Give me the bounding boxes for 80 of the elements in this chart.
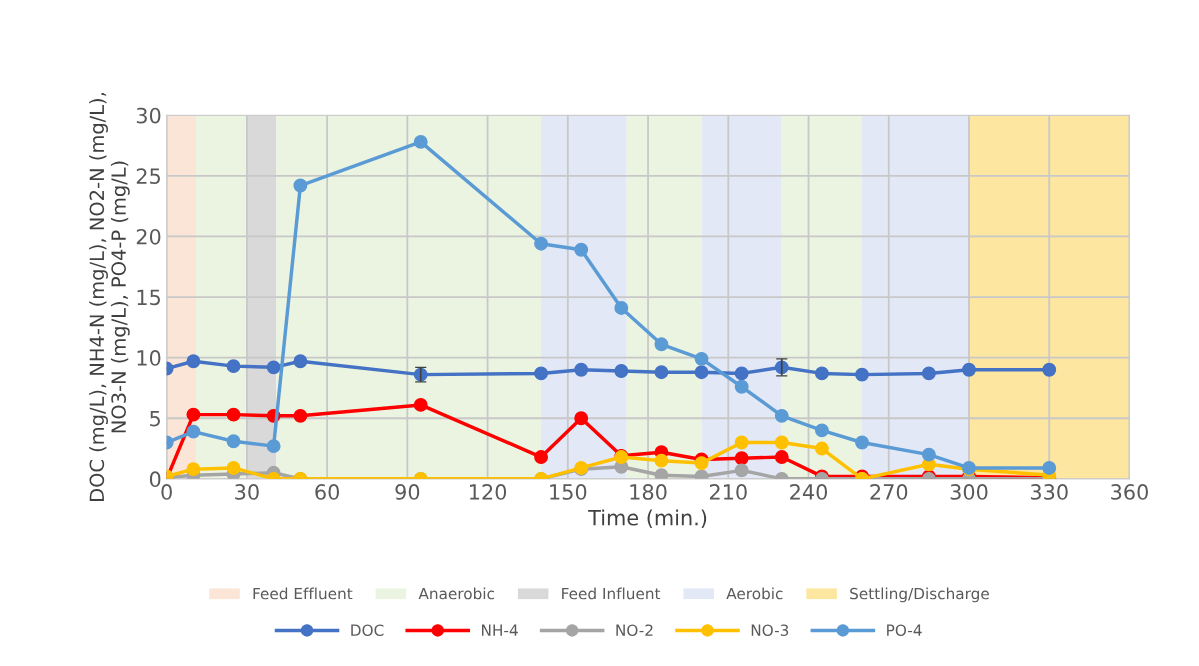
point (293, 408, 308, 423)
point (574, 411, 589, 426)
point (654, 468, 669, 479)
point (614, 300, 629, 315)
x-tick-label: 90 (395, 484, 420, 500)
point (774, 450, 789, 464)
point (734, 366, 749, 381)
x-tick-label: 300 (950, 484, 988, 500)
legend-label: NO-3 (751, 624, 789, 636)
point (734, 463, 749, 478)
point (734, 435, 749, 450)
legend-label: DOC (351, 624, 384, 636)
point (962, 362, 976, 377)
point (534, 366, 549, 381)
point (654, 453, 669, 468)
point (855, 367, 869, 382)
point (814, 423, 829, 438)
point (855, 435, 869, 450)
point (293, 178, 308, 193)
point (694, 365, 709, 380)
y-axis-title: DOC (mg/L), NH4-N (mg/L), NO2-N (mg/L), NO3-N (mg/L), PO4-P (mg/L) (89, 93, 130, 501)
point (921, 447, 936, 462)
point (814, 366, 829, 381)
y-tick-label: 15 (137, 289, 160, 306)
point (1042, 460, 1057, 475)
x-tick-label: 180 (630, 484, 667, 500)
x-tick-label: 0 (161, 484, 172, 500)
x-tick-label: 120 (470, 484, 507, 500)
x-tick-label: 270 (870, 484, 908, 500)
point (654, 365, 669, 380)
point (186, 462, 201, 477)
legend-label: Settling/Discharge (850, 587, 989, 603)
y-tick-label: 30 (136, 107, 161, 124)
legend-label: Aerobic (726, 587, 783, 600)
point (814, 441, 829, 456)
x-tick-label: 30 (235, 484, 259, 500)
point (186, 424, 201, 439)
point (734, 451, 749, 466)
x-tick-label: 240 (790, 484, 828, 500)
point (226, 434, 241, 449)
point (186, 407, 201, 422)
legend-label: PO-4 (887, 624, 922, 636)
point (293, 354, 308, 369)
y-tick-label: 20 (136, 228, 161, 245)
point (774, 435, 789, 450)
point (413, 134, 428, 149)
y-tick-label: 25 (136, 168, 160, 185)
point (226, 359, 241, 374)
point (266, 439, 281, 454)
x-tick-label: 60 (315, 484, 339, 500)
point (694, 351, 709, 366)
point (226, 460, 241, 475)
x-tick-label: 210 (709, 484, 747, 500)
legend-label: Feed Influent (562, 587, 661, 600)
x-tick-label: 360 (1111, 484, 1148, 500)
point (921, 366, 936, 381)
point (694, 456, 709, 471)
point (774, 408, 789, 423)
x-axis-title: Time (min.) (588, 509, 707, 529)
point (614, 364, 629, 378)
point (734, 379, 749, 394)
x-tick-label: 150 (550, 484, 587, 500)
y-tick-label: 5 (150, 410, 160, 427)
point (534, 236, 549, 251)
point (1042, 362, 1057, 377)
y-tick-label: 10 (137, 350, 161, 366)
point (186, 354, 201, 369)
point (226, 407, 241, 422)
legend-label: NO-2 (616, 624, 653, 636)
point (413, 397, 428, 412)
legend-label: Feed Effluent (253, 587, 353, 600)
point (534, 450, 549, 464)
point (654, 337, 669, 352)
y-tick-label: 0 (149, 471, 161, 488)
x-tick-label: 330 (1030, 484, 1068, 500)
point (574, 242, 589, 257)
legend-label: Anaerobic (418, 587, 495, 600)
point (266, 360, 281, 375)
legend-label: NH-4 (482, 624, 518, 636)
point (574, 362, 589, 377)
